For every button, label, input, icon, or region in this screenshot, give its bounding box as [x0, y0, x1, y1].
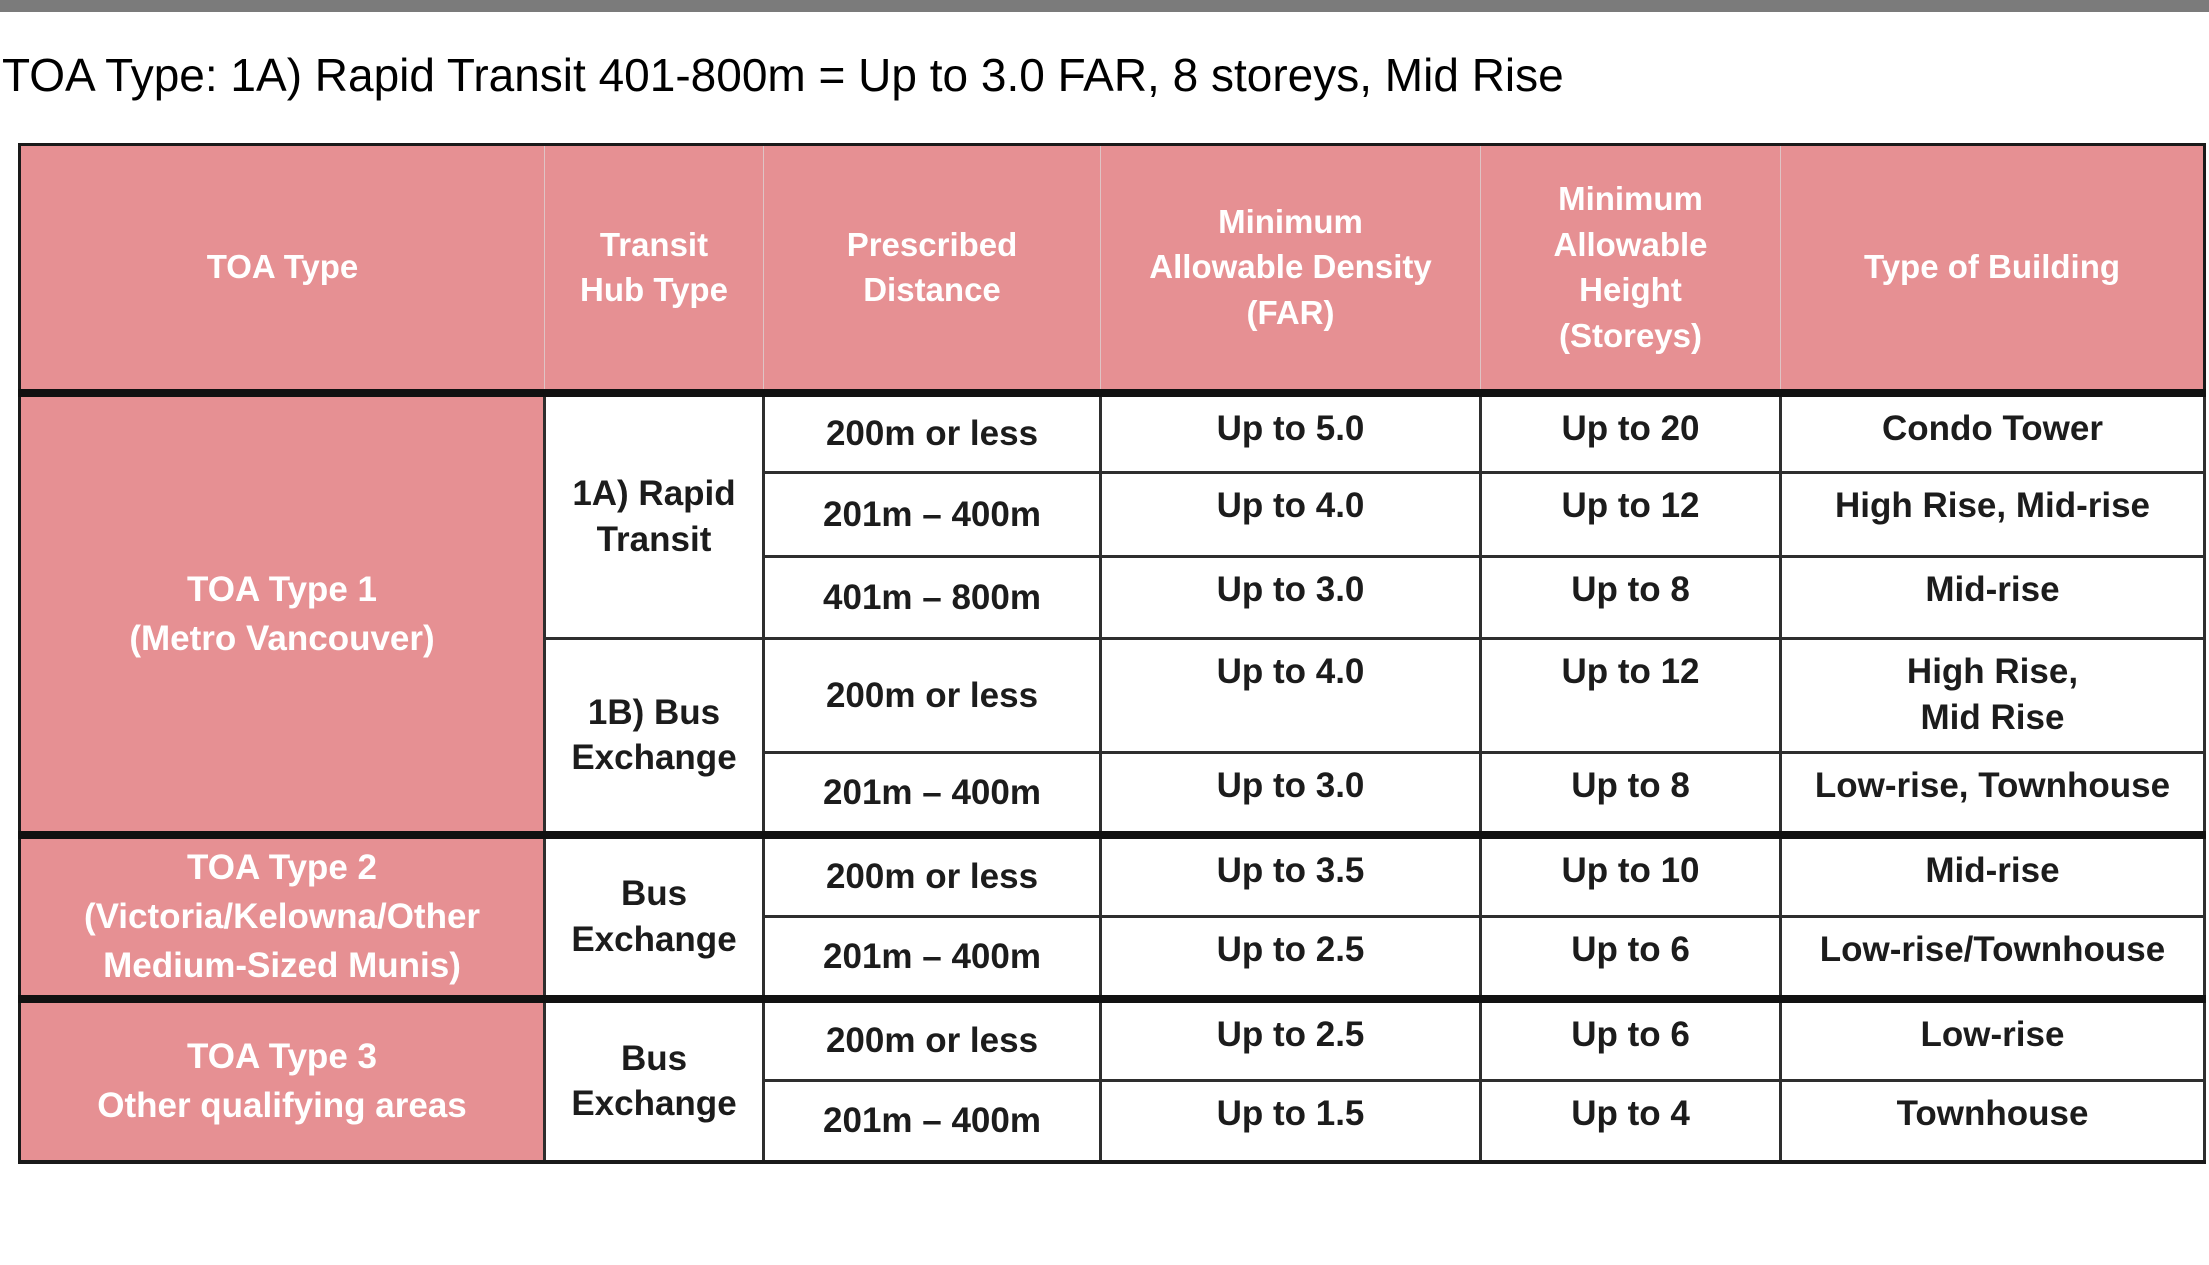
height-cell: Up to 6 — [1479, 994, 1782, 1082]
building-cell: Low-rise/Townhouse — [1779, 915, 2206, 1000]
building-cell: Low-rise — [1779, 994, 2206, 1082]
far-cell: Up to 5.0 — [1099, 388, 1482, 474]
table-row: 201m – 400m Up to 3.0 Up to 8 Low-rise, … — [20, 751, 2206, 836]
distance-cell: 200m or less — [762, 637, 1102, 754]
distance-cell: 201m – 400m — [762, 1079, 1102, 1163]
distance-cell: 401m – 800m — [762, 555, 1102, 640]
distance-cell: 201m – 400m — [762, 471, 1102, 558]
height-cell: Up to 12 — [1479, 471, 1782, 558]
height-cell: Up to 20 — [1479, 388, 1782, 474]
far-cell: Up to 3.5 — [1099, 830, 1482, 918]
building-cell: Condo Tower — [1779, 388, 2206, 474]
hub-cell-bus-exchange: Bus Exchange — [543, 994, 765, 1163]
height-cell: Up to 10 — [1479, 830, 1782, 918]
height-cell: Up to 12 — [1479, 637, 1782, 754]
section-cell-toa-type-3: TOA Type 3 Other qualifying areas — [18, 994, 546, 1163]
table-row: TOA Type 3 Other qualifying areas Bus Ex… — [18, 994, 2206, 1163]
building-cell: High Rise, Mid-rise — [1779, 471, 2206, 558]
table-row: 201m – 400m Up to 2.5 Up to 6 Low-rise/T… — [20, 915, 2206, 1000]
height-cell: Up to 8 — [1479, 555, 1782, 640]
distance-cell: 200m or less — [762, 994, 1102, 1082]
table-row: 401m – 800m Up to 3.0 Up to 8 Mid-rise — [20, 555, 2206, 640]
building-cell: Low-rise, Townhouse — [1779, 751, 2206, 836]
far-cell: Up to 1.5 — [1099, 1079, 1482, 1163]
col-header-min-allowable-density: Minimum Allowable Density (FAR) — [1100, 144, 1481, 397]
hub-cell-1b-bus-exchange: 1B) Bus Exchange — [543, 637, 765, 836]
table-row: 201m – 400m Up to 1.5 Up to 4 Townhouse — [20, 1079, 2206, 1163]
building-cell: Mid-rise — [1779, 555, 2206, 640]
distance-cell: 200m or less — [762, 388, 1102, 474]
window-top-bar — [0, 0, 2209, 12]
table-row: TOA Type 1 (Metro Vancouver) 1A) Rapid T… — [18, 388, 2206, 836]
col-header-type-of-building: Type of Building — [1780, 144, 2205, 397]
table-row: TOA Type 2 (Victoria/Kelowna/Other Mediu… — [18, 830, 2206, 1000]
table-row: 201m – 400m Up to 4.0 Up to 12 High Rise… — [20, 471, 2206, 558]
col-header-transit-hub-type: Transit Hub Type — [544, 144, 764, 397]
table-row: 1B) Bus Exchange 200m or less Up to 4.0 … — [20, 637, 2206, 836]
section-cell-toa-type-1: TOA Type 1 (Metro Vancouver) — [18, 388, 546, 836]
far-cell: Up to 3.0 — [1099, 555, 1482, 640]
building-cell: Townhouse — [1779, 1079, 2206, 1163]
far-cell: Up to 2.5 — [1099, 915, 1482, 1000]
page-title: TOA Type: 1A) Rapid Transit 401-800m = U… — [2, 49, 1564, 101]
hub-cell-1a-rapid-transit: 1A) Rapid Transit — [543, 388, 765, 640]
height-cell: Up to 4 — [1479, 1079, 1782, 1163]
far-cell: Up to 4.0 — [1099, 471, 1482, 558]
distance-cell: 200m or less — [762, 830, 1102, 918]
hub-cell-bus-exchange: Bus Exchange — [543, 830, 765, 1000]
far-cell: Up to 3.0 — [1099, 751, 1482, 836]
height-cell: Up to 6 — [1479, 915, 1782, 1000]
building-cell: Mid-rise — [1779, 830, 2206, 918]
col-header-prescribed-distance: Prescribed Distance — [763, 144, 1101, 397]
section-cell-toa-type-2: TOA Type 2 (Victoria/Kelowna/Other Mediu… — [18, 830, 546, 1000]
far-cell: Up to 4.0 — [1099, 637, 1482, 754]
building-cell: High Rise, Mid Rise — [1779, 637, 2206, 754]
distance-cell: 201m – 400m — [762, 915, 1102, 1000]
distance-cell: 201m – 400m — [762, 751, 1102, 836]
height-cell: Up to 8 — [1479, 751, 1782, 836]
col-header-toa-type: TOA Type — [19, 144, 545, 397]
header-row: TOA Type Transit Hub Type Prescribed Dis… — [19, 144, 2205, 397]
col-header-min-allowable-height: Minimum Allowable Height (Storeys) — [1480, 144, 1781, 397]
toa-density-table: TOA Type Transit Hub Type Prescribed Dis… — [18, 143, 2206, 1164]
far-cell: Up to 2.5 — [1099, 994, 1482, 1082]
